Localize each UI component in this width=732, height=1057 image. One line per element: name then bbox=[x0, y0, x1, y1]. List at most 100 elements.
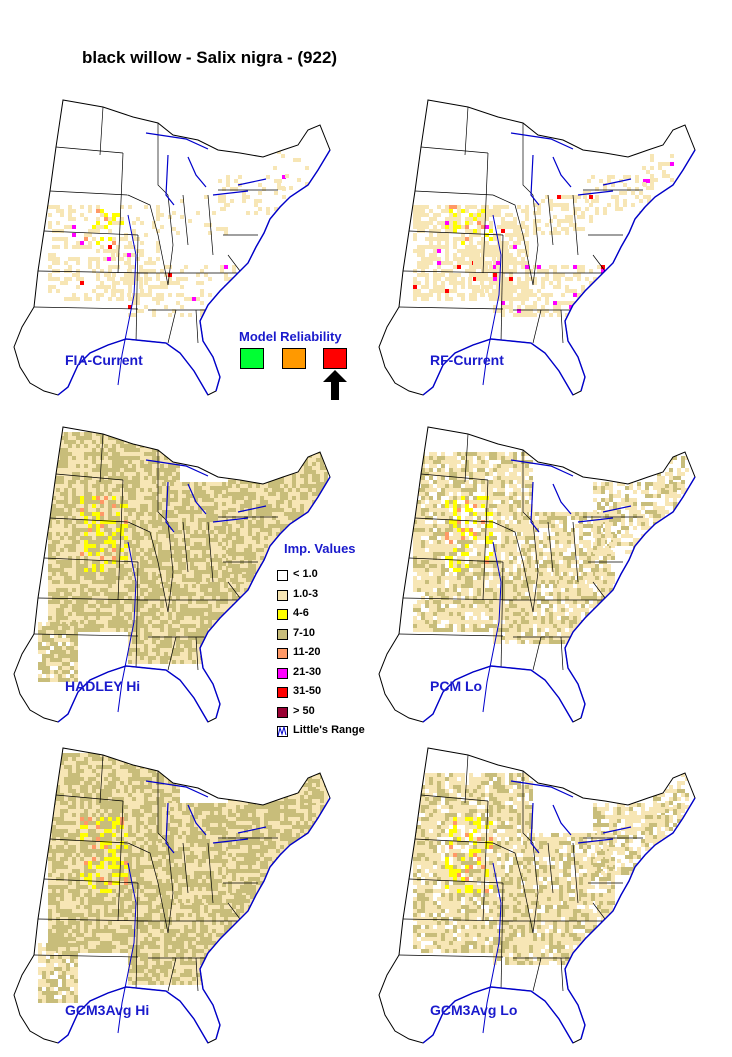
importance-cell bbox=[192, 652, 196, 656]
importance-cell bbox=[202, 570, 206, 574]
importance-cell bbox=[56, 612, 60, 616]
importance-cell bbox=[160, 448, 164, 452]
importance-cell bbox=[166, 494, 170, 498]
importance-cell bbox=[112, 273, 116, 277]
importance-cell bbox=[64, 572, 68, 576]
importance-cell bbox=[504, 253, 508, 257]
importance-cell bbox=[194, 578, 198, 582]
importance-cell bbox=[305, 166, 309, 170]
importance-cell bbox=[104, 480, 108, 484]
importance-cell bbox=[192, 640, 196, 644]
importance-cell bbox=[228, 468, 232, 472]
importance-cell bbox=[48, 612, 52, 616]
importance-cell bbox=[196, 652, 200, 656]
importance-cell bbox=[152, 564, 156, 568]
importance-cell bbox=[561, 203, 565, 207]
importance-cell bbox=[112, 241, 116, 245]
importance-cell bbox=[192, 648, 196, 652]
importance-cell bbox=[164, 464, 168, 468]
importance-cell bbox=[204, 632, 208, 636]
importance-cell bbox=[112, 213, 116, 217]
importance-cell bbox=[152, 476, 156, 480]
importance-cell bbox=[433, 285, 437, 289]
importance-cell bbox=[68, 444, 72, 448]
importance-cell bbox=[172, 628, 176, 632]
importance-cell bbox=[236, 656, 240, 660]
importance-cell bbox=[80, 504, 84, 508]
importance-cell bbox=[88, 580, 92, 584]
importance-cell bbox=[168, 640, 172, 644]
importance-cell bbox=[112, 448, 116, 452]
importance-cell bbox=[521, 249, 525, 253]
importance-cell bbox=[38, 650, 42, 654]
importance-cell bbox=[52, 544, 56, 548]
importance-cell bbox=[573, 265, 577, 269]
importance-cell bbox=[152, 616, 156, 620]
importance-cell bbox=[84, 628, 88, 632]
importance-cell bbox=[429, 229, 433, 233]
importance-cell bbox=[152, 628, 156, 632]
importance-cell bbox=[525, 205, 529, 209]
importance-cell bbox=[104, 540, 108, 544]
importance-cell bbox=[178, 566, 182, 570]
importance-cell bbox=[202, 502, 206, 506]
importance-cell bbox=[92, 560, 96, 564]
importance-cell bbox=[500, 265, 504, 269]
importance-cell bbox=[80, 536, 84, 540]
importance-cell bbox=[505, 213, 509, 217]
importance-cell bbox=[537, 207, 541, 211]
importance-cell bbox=[525, 225, 529, 229]
importance-cell bbox=[236, 484, 240, 488]
importance-cell bbox=[232, 460, 236, 464]
importance-cell bbox=[160, 660, 164, 664]
importance-cell bbox=[96, 624, 100, 628]
importance-cell bbox=[88, 532, 92, 536]
importance-cell bbox=[260, 560, 264, 564]
importance-cell bbox=[64, 468, 68, 472]
importance-cell bbox=[72, 472, 76, 476]
importance-cell bbox=[182, 558, 186, 562]
importance-cell bbox=[178, 482, 182, 486]
importance-cell bbox=[172, 440, 176, 444]
importance-cell bbox=[48, 544, 52, 548]
importance-cell bbox=[485, 205, 489, 209]
importance-cell bbox=[164, 588, 168, 592]
importance-cell bbox=[228, 532, 232, 536]
importance-cell bbox=[429, 289, 433, 293]
importance-cell bbox=[144, 484, 148, 488]
importance-cell bbox=[152, 532, 156, 536]
importance-cell bbox=[140, 484, 144, 488]
importance-cell bbox=[88, 588, 92, 592]
importance-cell bbox=[569, 289, 573, 293]
importance-cell bbox=[104, 584, 108, 588]
importance-cell bbox=[174, 514, 178, 518]
importance-cell bbox=[60, 540, 64, 544]
importance-cell bbox=[244, 500, 248, 504]
importance-cell bbox=[188, 628, 192, 632]
importance-cell bbox=[48, 572, 52, 576]
importance-cell bbox=[176, 301, 180, 305]
importance-cell bbox=[176, 624, 180, 628]
importance-cell bbox=[485, 225, 489, 229]
importance-cell bbox=[140, 596, 144, 600]
importance-cell bbox=[56, 592, 60, 596]
importance-cell bbox=[500, 245, 504, 249]
importance-cell bbox=[56, 596, 60, 600]
importance-cell bbox=[577, 227, 581, 231]
importance-cell bbox=[465, 237, 469, 241]
importance-cell bbox=[224, 604, 228, 608]
importance-cell bbox=[425, 285, 429, 289]
importance-cell bbox=[256, 472, 260, 476]
importance-cell bbox=[517, 237, 521, 241]
importance-cell bbox=[186, 550, 190, 554]
importance-cell bbox=[132, 500, 136, 504]
importance-cell bbox=[84, 580, 88, 584]
importance-cell bbox=[198, 566, 202, 570]
importance-cell bbox=[164, 620, 168, 624]
importance-cell bbox=[194, 554, 198, 558]
importance-cell bbox=[76, 488, 80, 492]
importance-cell bbox=[48, 552, 52, 556]
importance-cell bbox=[148, 640, 152, 644]
importance-cell bbox=[48, 464, 52, 468]
importance-cell bbox=[256, 660, 260, 664]
